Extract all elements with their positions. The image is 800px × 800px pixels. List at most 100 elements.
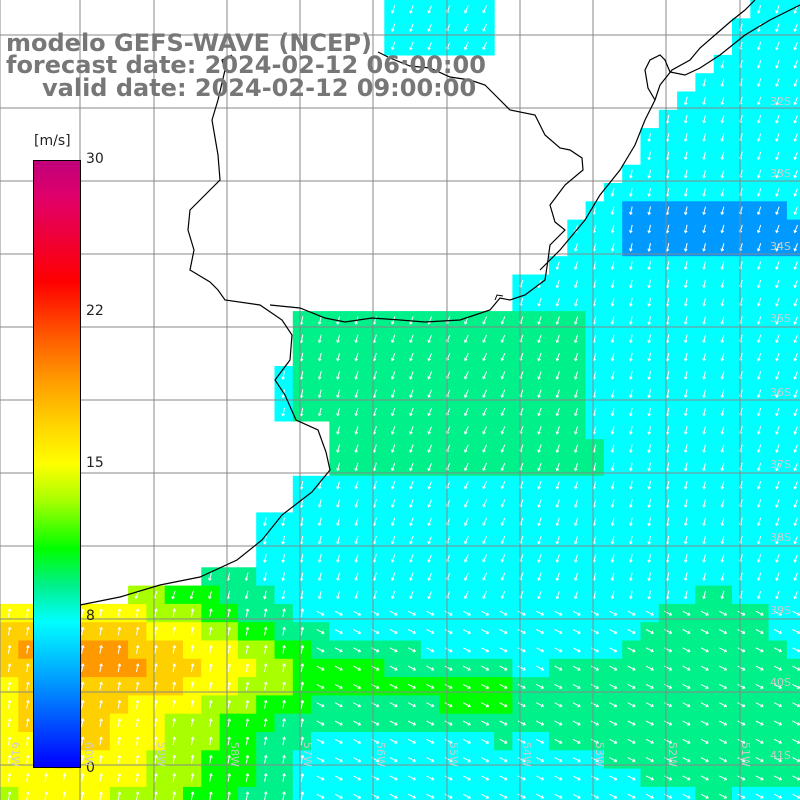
wind-arrow [427,536,433,545]
wind-arrow [209,718,213,727]
wind-arrow [793,334,798,344]
wind-arrow [590,629,600,635]
wind-arrow [117,626,122,636]
wind-arrow [80,644,85,654]
speed-cell [549,786,568,800]
wind-arrow [317,407,322,417]
wind-arrow [647,206,652,216]
wind-arrow [300,754,305,764]
wind-arrow [244,572,249,582]
wind-arrow [793,298,798,307]
wind-arrow [756,151,762,161]
wind-arrow [353,702,362,708]
wind-arrow [316,665,325,671]
wind-arrow [499,757,508,763]
wind-arrow [574,389,579,399]
wind-arrow [554,683,563,689]
wind-arrow [554,702,563,708]
wind-arrow [574,499,579,508]
wind-arrow [609,793,618,799]
wind-arrow [409,41,414,51]
wind-arrow [683,499,688,509]
wind-arrow [209,681,213,691]
speed-cell [786,36,800,56]
wind-arrow [647,572,652,582]
wind-arrow [647,517,652,527]
wind-arrow [190,644,195,654]
wind-arrow [517,738,526,744]
wind-arrow [682,757,691,763]
speed-cell [695,786,715,800]
wind-arrow [464,590,469,600]
speed-cell [786,640,800,660]
wind-arrow [555,554,560,563]
wind-arrow [427,23,433,32]
wind-arrow [793,243,798,252]
wind-arrow [227,644,232,654]
wind-arrow [336,334,341,344]
wind-arrow [609,738,618,744]
wind-arrow [702,206,706,216]
wind-arrow [719,647,728,653]
wind-arrow [775,279,780,289]
wind-arrow [317,352,322,362]
wind-arrow [462,757,471,763]
wind-arrow [426,683,435,689]
wind-arrow [773,738,783,744]
speed-cell [311,786,330,800]
wind-arrow [481,738,490,744]
wind-arrow [775,481,780,490]
wind-arrow [756,426,762,435]
wind-arrow [426,793,435,799]
wind-arrow [336,480,341,490]
wind-arrow [537,407,542,417]
wind-arrow [537,352,542,362]
wind-arrow [499,738,508,744]
wind-arrow [700,757,709,763]
wind-arrow [555,261,560,270]
wind-arrow [702,334,706,344]
wind-arrow [336,371,341,380]
wind-arrow [610,572,615,582]
wind-arrow [390,41,396,51]
wind-arrow [482,499,488,508]
wind-arrow [629,590,633,600]
wind-arrow [574,590,579,600]
wind-arrow [390,517,396,527]
wind-arrow [537,499,542,508]
wind-arrow [627,665,636,671]
wind-arrow [464,371,469,380]
wind-arrow [737,738,746,744]
wind-arrow [427,371,433,380]
wind-arrow [629,499,633,508]
lon-label: 58W [228,742,241,767]
wind-arrow [610,224,615,234]
wind-arrow [117,736,122,746]
wind-arrow [444,629,453,635]
wind-arrow [572,665,581,671]
wind-arrow [629,261,633,271]
wind-arrow [407,665,417,671]
wind-arrow [282,718,286,727]
wind-arrow [610,243,615,252]
wind-arrow [209,663,213,672]
wind-arrow [572,683,581,689]
wind-arrow [755,629,764,635]
wind-arrow [481,610,490,616]
wind-arrow [775,133,780,142]
wind-arrow [263,590,267,600]
wind-arrow [555,334,560,344]
model-title: modelo GEFS-WAVE (NCEP) [6,29,372,57]
speed-cell [786,494,800,513]
wind-arrow [702,407,706,417]
wind-arrow [407,610,417,616]
wind-arrow [26,663,30,672]
wind-arrow [227,772,232,782]
wind-arrow [263,736,268,746]
wind-arrow [354,407,359,417]
wind-arrow [683,572,688,582]
wind-arrow [80,772,85,782]
wind-arrow [574,407,579,417]
lat-label: 36S [770,386,791,399]
speed-cell [786,146,800,166]
